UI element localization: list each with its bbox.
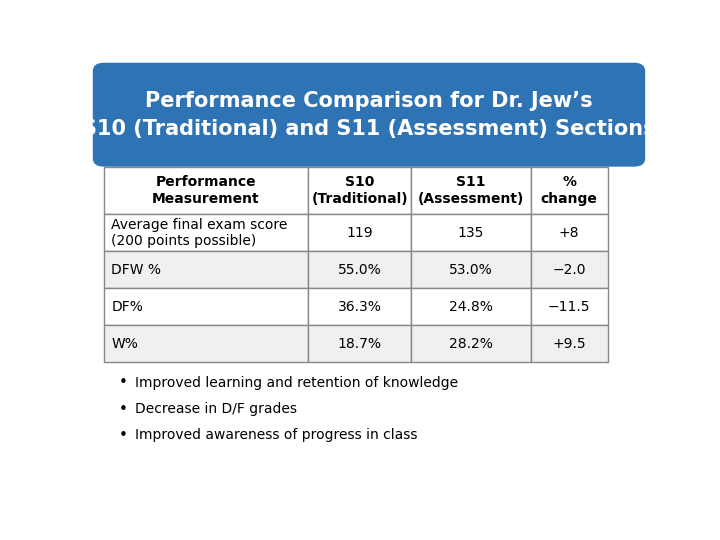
Bar xyxy=(104,325,308,362)
Text: •: • xyxy=(119,375,128,390)
Bar xyxy=(411,325,531,362)
Bar xyxy=(411,252,531,288)
Text: Improved learning and retention of knowledge: Improved learning and retention of knowl… xyxy=(135,376,458,390)
Bar xyxy=(308,288,411,325)
Bar xyxy=(531,288,608,325)
Bar xyxy=(411,214,531,252)
Text: 119: 119 xyxy=(346,226,373,240)
Bar xyxy=(104,214,308,252)
Bar xyxy=(308,214,411,252)
Text: S10
(Traditional): S10 (Traditional) xyxy=(312,175,408,206)
Bar xyxy=(531,214,608,252)
Bar xyxy=(411,167,531,214)
Text: •: • xyxy=(119,402,128,416)
Text: W%: W% xyxy=(111,336,138,350)
Bar xyxy=(531,325,608,362)
FancyBboxPatch shape xyxy=(93,63,645,167)
Bar xyxy=(411,288,531,325)
Bar xyxy=(308,252,411,288)
Bar xyxy=(104,167,308,214)
Text: +9.5: +9.5 xyxy=(552,336,586,350)
Text: Decrease in D/F grades: Decrease in D/F grades xyxy=(135,402,297,416)
Text: Performance
Measurement: Performance Measurement xyxy=(152,175,260,206)
Bar xyxy=(308,325,411,362)
Text: 24.8%: 24.8% xyxy=(449,300,493,314)
Bar xyxy=(308,167,411,214)
Text: DF%: DF% xyxy=(111,300,143,314)
Text: 36.3%: 36.3% xyxy=(338,300,382,314)
Text: S11
(Assessment): S11 (Assessment) xyxy=(418,175,524,206)
Text: 55.0%: 55.0% xyxy=(338,263,382,277)
Text: +8: +8 xyxy=(559,226,580,240)
Text: Performance Comparison for Dr. Jew’s
S10 (Traditional) and S11 (Assessment) Sect: Performance Comparison for Dr. Jew’s S10… xyxy=(82,91,656,139)
Text: −11.5: −11.5 xyxy=(548,300,590,314)
Text: Average final exam score
(200 points possible): Average final exam score (200 points pos… xyxy=(111,218,287,248)
Text: 53.0%: 53.0% xyxy=(449,263,493,277)
Text: DFW %: DFW % xyxy=(111,263,161,277)
Text: −2.0: −2.0 xyxy=(552,263,586,277)
Bar xyxy=(104,288,308,325)
Bar xyxy=(531,252,608,288)
Bar xyxy=(531,167,608,214)
Text: Improved awareness of progress in class: Improved awareness of progress in class xyxy=(135,428,417,442)
Bar xyxy=(104,252,308,288)
Text: 135: 135 xyxy=(458,226,485,240)
Text: 28.2%: 28.2% xyxy=(449,336,493,350)
Text: %
change: % change xyxy=(541,175,598,206)
Text: 18.7%: 18.7% xyxy=(338,336,382,350)
Text: •: • xyxy=(119,428,128,443)
